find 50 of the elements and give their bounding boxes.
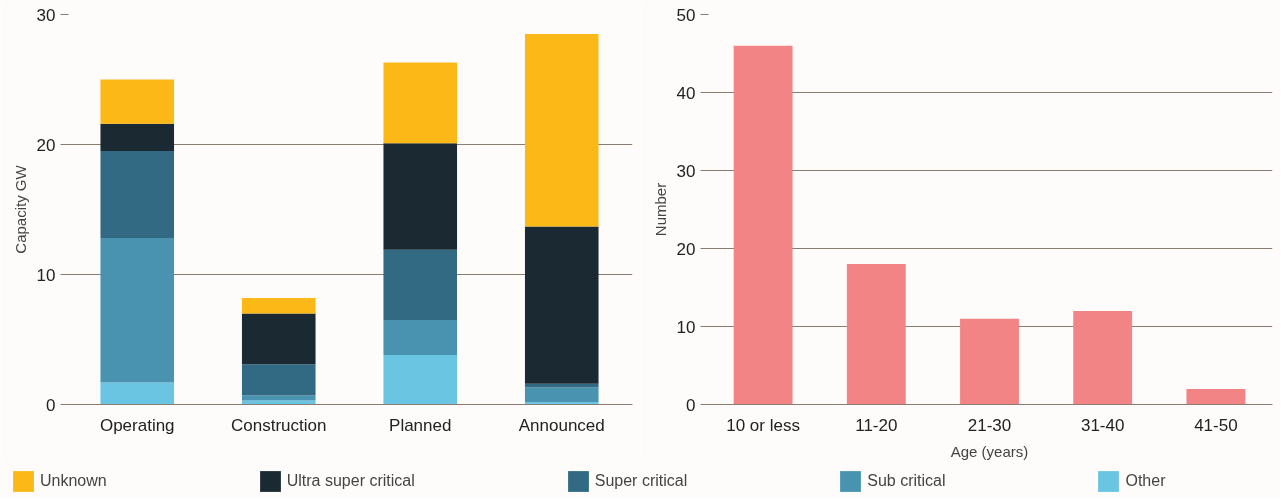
y-tick-label: 30 bbox=[676, 161, 696, 181]
bar bbox=[383, 249, 458, 320]
bar bbox=[524, 383, 599, 388]
bar bbox=[383, 143, 458, 250]
y-tick-label: 0 bbox=[46, 395, 56, 415]
x-tick-label: 31-40 bbox=[1080, 415, 1125, 435]
legend-label: Super critical bbox=[594, 472, 688, 490]
x-tick-label: 11-20 bbox=[855, 415, 898, 435]
legend-label: Unknown bbox=[40, 472, 107, 490]
x-tick-label: 21-30 bbox=[967, 415, 1012, 435]
bar bbox=[524, 387, 599, 402]
bar bbox=[960, 318, 1019, 405]
y-tick-label: 30 bbox=[36, 5, 56, 25]
x-axis-title: Age (years) bbox=[950, 442, 1029, 460]
y-tick-label: 50 bbox=[676, 5, 696, 25]
bar bbox=[383, 355, 458, 405]
y-axis-title: Number bbox=[651, 182, 669, 237]
x-tick-label: Construction bbox=[231, 415, 327, 435]
bar bbox=[241, 313, 316, 365]
x-tick-label: Planned bbox=[389, 415, 452, 435]
bar bbox=[524, 34, 599, 227]
bar bbox=[100, 151, 175, 239]
y-tick-label: 10 bbox=[676, 317, 696, 337]
x-tick-label: 10 or less bbox=[726, 415, 800, 435]
bar bbox=[524, 226, 599, 384]
bar bbox=[241, 395, 316, 401]
x-tick-label: Announced bbox=[518, 415, 605, 435]
bar bbox=[100, 79, 175, 124]
y-tick-label: 20 bbox=[36, 135, 56, 155]
bar bbox=[1073, 310, 1133, 405]
bar bbox=[100, 238, 175, 383]
y-tick-label: 10 bbox=[36, 265, 56, 285]
bar bbox=[383, 62, 458, 144]
y-tick-label: 0 bbox=[686, 395, 696, 415]
bar bbox=[733, 45, 793, 405]
bar bbox=[383, 320, 458, 356]
y-tick-label: 20 bbox=[676, 239, 696, 259]
bar bbox=[100, 382, 175, 405]
bar bbox=[100, 123, 175, 151]
legend-label: Ultra super critical bbox=[286, 472, 415, 490]
x-tick-label: 41-50 bbox=[1194, 415, 1238, 435]
legend-label: Sub critical bbox=[867, 472, 946, 490]
bar bbox=[1186, 388, 1246, 405]
bar bbox=[846, 264, 906, 405]
bar bbox=[241, 364, 316, 396]
y-tick-label: 40 bbox=[676, 83, 696, 103]
bar bbox=[241, 297, 316, 314]
legend-label: Other bbox=[1125, 472, 1166, 490]
x-tick-label: Operating bbox=[99, 415, 175, 435]
y-axis-title: Capacity GW bbox=[11, 164, 29, 254]
